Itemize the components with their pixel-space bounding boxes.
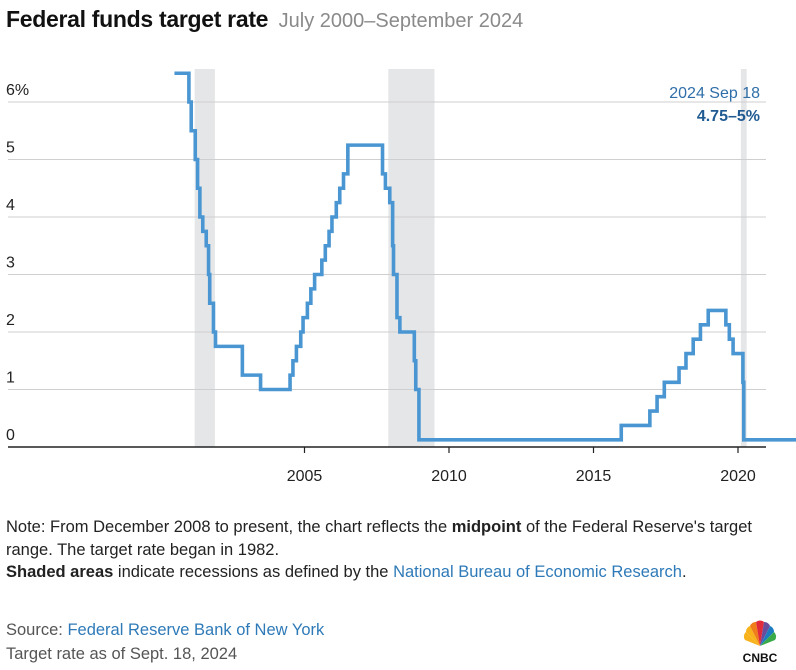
source-block: Source: Federal Reserve Bank of New York… (6, 618, 324, 666)
y-tick-label: 5 (6, 140, 15, 157)
note-period: . (681, 563, 687, 581)
as-of-date: Target rate as of Sept. 18, 2024 (6, 645, 238, 663)
note-midpoint: midpoint (451, 518, 522, 536)
annotation-value: 4.75–5% (697, 108, 760, 125)
y-tick-label: 4 (6, 197, 15, 214)
annotation-date: 2024 Sep 18 (669, 85, 760, 102)
x-tick-label: 2010 (431, 468, 467, 485)
note-text-2: of the Federal Reserve's target range. T… (6, 518, 752, 559)
title-row: Federal funds target rate July 2000–Sept… (6, 6, 523, 33)
recession-band (388, 69, 435, 447)
y-tick-label: 3 (6, 255, 15, 272)
note-shaded-areas: Shaded areas (6, 563, 114, 581)
recession-note: Shaded areas indicate recessions as defi… (6, 561, 786, 584)
note-text-3: indicate recessions as defined by the (113, 563, 394, 581)
source-label: Source: (6, 621, 68, 639)
chart-notes: Note: From December 2008 to present, the… (6, 516, 786, 584)
chart-subtitle: July 2000–September 2024 (278, 10, 524, 32)
recession-band (194, 69, 215, 447)
note-text: Note: From December 2008 to present, the… (6, 518, 452, 536)
note-paragraph: Note: From December 2008 to present, the… (6, 516, 786, 561)
source-line: Source: Federal Reserve Bank of New York (6, 618, 324, 642)
x-tick-label: 2005 (287, 468, 323, 485)
peacock-icon (743, 620, 777, 646)
recession-band (740, 69, 747, 447)
logo-wordmark: CNBC (743, 651, 778, 664)
x-tick-label: 2020 (720, 468, 756, 485)
fed-funds-chart: 6%543210200520102015202020252024 Sep 184… (6, 69, 796, 485)
x-tick-label: 2015 (576, 468, 612, 485)
y-tick-label: 6% (6, 82, 29, 99)
y-tick-label: 1 (6, 370, 15, 387)
nber-link[interactable]: National Bureau of Economic Research (393, 563, 682, 581)
chart-title: Federal funds target rate (6, 6, 269, 32)
rate-line (174, 71, 796, 442)
source-link[interactable]: Federal Reserve Bank of New York (67, 621, 325, 639)
cnbc-logo: CNBC (743, 620, 778, 664)
y-tick-label: 2 (6, 312, 15, 329)
y-tick-label: 0 (6, 427, 15, 444)
